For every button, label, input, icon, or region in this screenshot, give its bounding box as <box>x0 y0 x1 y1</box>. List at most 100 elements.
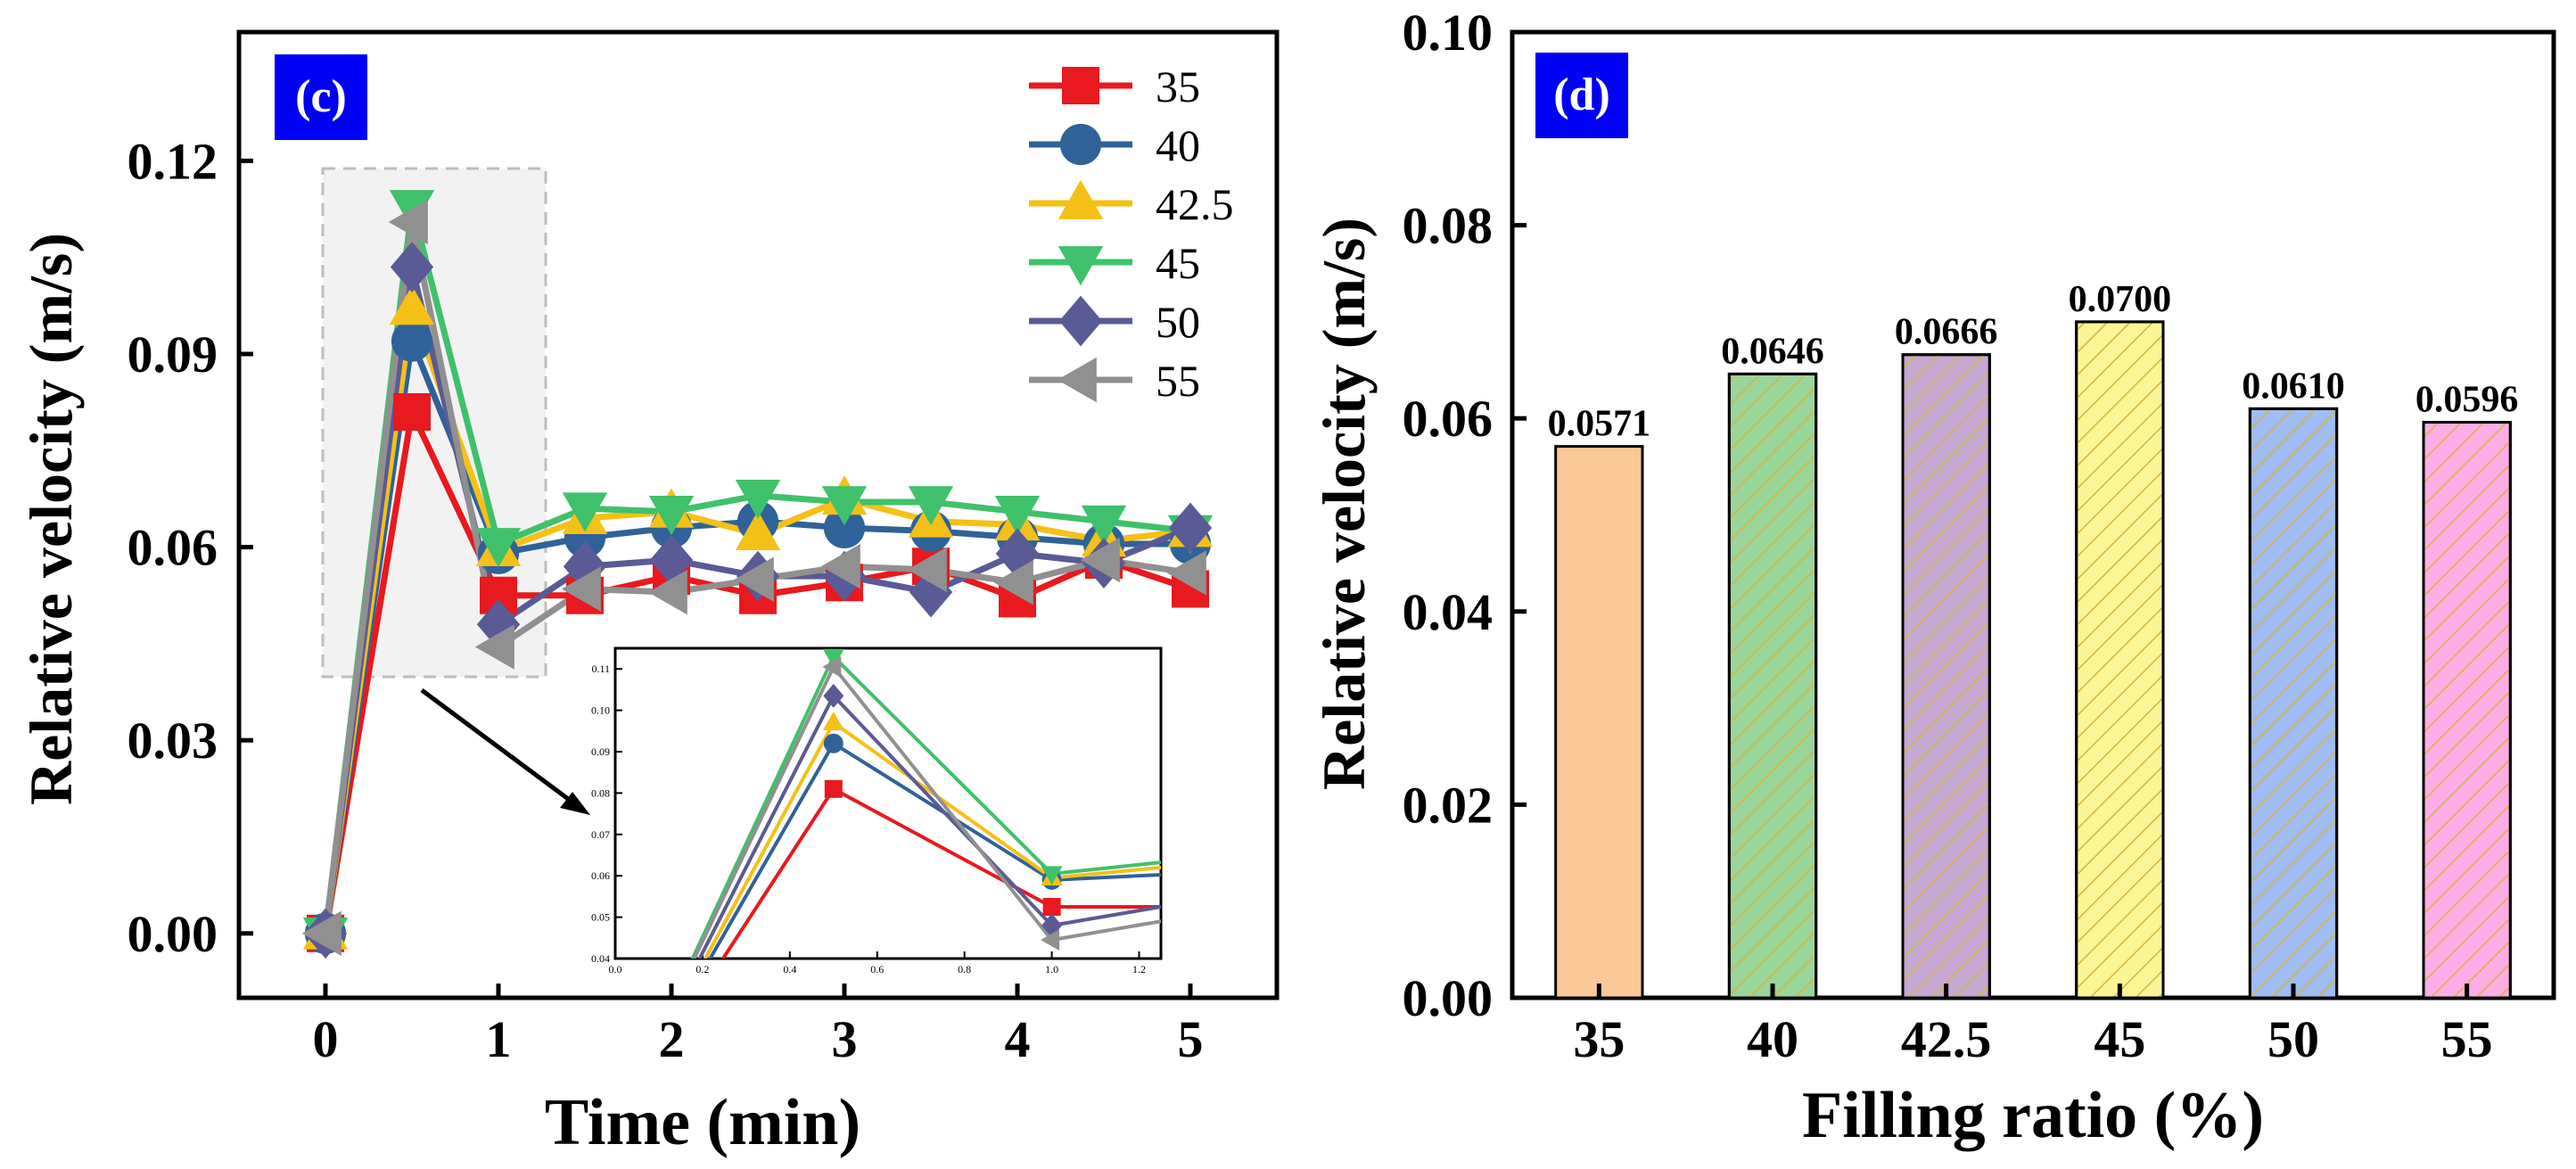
bar-value-label-50: 0.0610 <box>2242 366 2345 407</box>
data-point-55 <box>474 624 514 670</box>
inset-x-tick-label: 0.0 <box>609 963 622 976</box>
x-tick-label-d: 50 <box>2267 1010 2319 1068</box>
data-point-55 <box>820 544 860 589</box>
x-tick-label-c: 4 <box>1005 1010 1031 1068</box>
inset-point-35 <box>1479 885 1497 903</box>
bar-35 <box>1554 445 1644 1000</box>
legend-label-45: 45 <box>1156 238 1200 288</box>
inset-point-42.5 <box>822 712 844 731</box>
x-axis-c: 0 1 2 3 4 5 <box>313 984 1204 1068</box>
bar-value-label-35: 0.0571 <box>1548 404 1651 445</box>
inset-x-tick-label: 0.8 <box>958 963 971 976</box>
y-tick-label-d: 0.04 <box>1403 583 1494 641</box>
inset-point-45 <box>1477 845 1499 864</box>
inset-x-tick-label: 0.6 <box>870 963 884 976</box>
inset-point-40 <box>2570 864 2576 884</box>
data-point-45 <box>994 496 1041 536</box>
legend-label-40: 40 <box>1156 120 1200 170</box>
y-axis-title-c: Relative velocity (m/s) <box>17 233 85 805</box>
inset-point-45 <box>1041 866 1063 885</box>
x-tick-label-c: 2 <box>659 1010 685 1068</box>
inset-x-tick-label: 0.4 <box>783 963 796 976</box>
inset-point-42.5 <box>1477 842 1499 860</box>
legend-marker-42.5 <box>1058 179 1104 219</box>
inset-line-40 <box>708 741 1161 959</box>
inset-x-tick-label: 1.0 <box>1045 963 1058 976</box>
zoom-arrow-head <box>560 792 590 815</box>
y-tick-label-c: 0.00 <box>128 905 218 963</box>
x-tick-label-c: 1 <box>486 1010 512 1068</box>
bar-hatch-55 <box>2422 421 2512 1000</box>
bar-hatch-40 <box>1727 372 1818 1000</box>
legend-marker-35 <box>1062 67 1099 104</box>
inset-line-35 <box>720 786 1161 959</box>
bar-value-label-45: 0.0700 <box>2069 279 2172 320</box>
panel-label-c-box <box>275 54 367 140</box>
data-point-50 <box>390 242 434 292</box>
inset-chart: 0.04 0.05 0.06 0.07 0.08 0.09 0.10 0.11 0.0 0.2 0.… <box>591 646 2576 976</box>
data-point-50 <box>1168 502 1213 554</box>
inset-y-tick-label: 0.08 <box>591 786 610 799</box>
inset-line-55 <box>692 664 1161 959</box>
inset-y-tick-label: 0.10 <box>591 704 610 717</box>
y-tick-label-d: 0.08 <box>1403 197 1494 255</box>
legend: 35 40 42.5 45 50 55 <box>1029 62 1234 406</box>
y-tick-label-d: 0.10 <box>1403 4 1494 62</box>
data-point-55 <box>993 560 1033 605</box>
y-tick-label-c: 0.06 <box>128 519 218 577</box>
x-tick-label-c: 3 <box>832 1010 858 1068</box>
data-point-50 <box>476 598 521 650</box>
data-point-45 <box>1081 505 1127 545</box>
panel-label-c: (c) <box>295 71 347 122</box>
x-axis-title-c: Time (min) <box>545 1086 860 1159</box>
legend-marker-50 <box>1058 295 1103 347</box>
inset-point-50 <box>2570 874 2576 898</box>
inset-point-45 <box>2569 852 2576 870</box>
inset-point-35 <box>824 779 843 798</box>
x-tick-label-d: 55 <box>2441 1010 2493 1068</box>
bar-chart-panel-d: 0.00 0.02 0.04 0.06 0.08 0.10 0.0571 35 0.0646 4… <box>1310 4 2556 1152</box>
data-point-55 <box>561 566 601 612</box>
legend-marker-55 <box>1057 357 1097 403</box>
inset-point-35 <box>2571 875 2576 893</box>
inset-y-tick-label: 0.09 <box>591 745 610 758</box>
data-point-55 <box>1080 537 1120 583</box>
inset-point-40 <box>1478 853 1498 873</box>
inset-point-45 <box>822 648 844 668</box>
bar-hatch-45 <box>2075 320 2165 1000</box>
legend-label-35: 35 <box>1156 62 1200 111</box>
x-tick-label-d: 35 <box>1573 1010 1625 1068</box>
inset-y-tick-label: 0.05 <box>591 911 610 924</box>
bar-hatch-42.5 <box>1901 353 1991 1000</box>
plot-frame-d <box>1510 29 2556 1000</box>
inset-line-45 <box>690 654 1161 959</box>
legend-label-55: 55 <box>1156 356 1200 406</box>
legend-marker-45 <box>1058 246 1104 286</box>
inset-y-tick-label: 0.11 <box>591 663 610 675</box>
data-point-42.5 <box>389 285 435 325</box>
inset-y-tick-label: 0.06 <box>591 869 610 882</box>
inset-point-55 <box>1477 894 1496 916</box>
inset-point-55 <box>1041 929 1060 951</box>
bar-value-label-55: 0.0596 <box>2416 380 2519 421</box>
inset-point-35 <box>1042 898 1061 916</box>
zoom-arrow <box>420 687 580 809</box>
data-point-55 <box>647 569 687 615</box>
x-tick-label-c: 0 <box>313 1010 339 1068</box>
y-axis-title-d: Relative velocity (m/s) <box>1310 218 1378 790</box>
bars-layer: 0.0571 35 0.0646 40 0.0666 42.5 0.0700 45 0.0610… <box>1548 279 2519 1068</box>
y-axis-d: 0.00 0.02 0.04 0.06 0.08 0.10 <box>1403 4 1527 1027</box>
inset-point-55 <box>2569 873 2576 894</box>
data-point-45 <box>562 492 608 532</box>
inset-point-50 <box>823 683 844 708</box>
y-tick-label-d: 0.06 <box>1403 390 1494 448</box>
inset-y-tick-label: 0.07 <box>591 828 610 841</box>
x-axis-title-d: Filling ratio (%) <box>1802 1079 2264 1152</box>
y-tick-label-d: 0.00 <box>1403 969 1494 1027</box>
inset-axes: 0.04 0.05 0.06 0.07 0.08 0.09 0.10 0.11 0.0 0.2 0.… <box>591 663 1146 976</box>
bar-hatch-50 <box>2248 407 2339 1000</box>
data-point-40 <box>391 320 433 362</box>
data-point-50 <box>649 534 694 586</box>
data-point-35 <box>393 392 431 431</box>
